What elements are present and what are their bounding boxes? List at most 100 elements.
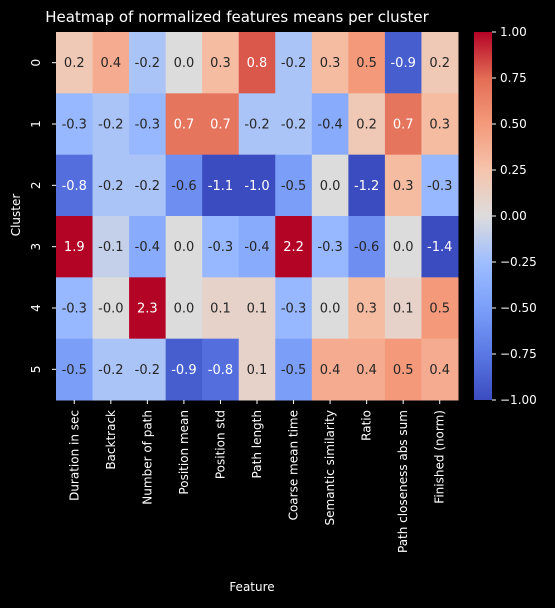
cell-value-label: 0.0 <box>320 302 341 317</box>
cell-value-label: 0.3 <box>356 302 377 317</box>
heatmap-cell <box>202 93 240 156</box>
y-tick-label: 3 <box>29 243 43 251</box>
heatmap-cell <box>165 277 203 340</box>
colorbar-tick-label: −0.75 <box>500 347 537 361</box>
cell-value-label: -0.9 <box>390 56 415 71</box>
cell-value-label: -0.2 <box>98 179 123 194</box>
heatmap-cell <box>92 93 130 156</box>
heatmap-cell <box>92 338 130 401</box>
heatmap-cell <box>129 154 167 217</box>
heatmap-cell <box>202 32 240 94</box>
cell-value-label: 0.4 <box>320 363 341 378</box>
cell-value-label: -0.1 <box>98 240 123 255</box>
cell-value-label: 0.0 <box>174 302 195 317</box>
cell-value-label: 0.2 <box>356 118 377 133</box>
cell-value-label: -0.2 <box>135 56 160 71</box>
colorbar-tick-label: 0.25 <box>500 163 527 177</box>
heatmap-cell <box>275 277 313 340</box>
heatmap-cell <box>311 216 349 278</box>
heatmap-cell <box>92 154 130 217</box>
heatmap-cell <box>238 216 276 278</box>
cell-value-label: -0.3 <box>427 179 452 194</box>
x-tick-label: Coarse mean time <box>287 410 301 520</box>
x-tick-label: Position std <box>213 410 227 479</box>
x-tick-label: Duration in sec <box>67 410 81 501</box>
cell-value-label: 0.2 <box>429 56 450 71</box>
heatmap-cell <box>275 154 313 217</box>
x-tick-label: Path length <box>250 410 264 478</box>
cell-value-label: -0.2 <box>244 118 269 133</box>
cell-value-label: 0.8 <box>247 56 268 71</box>
heatmap-cell <box>238 93 276 156</box>
cell-value-label: 0.3 <box>210 56 231 71</box>
cell-value-label: 0.0 <box>174 56 195 71</box>
heatmap-cell <box>92 277 130 340</box>
cell-value-label: -0.5 <box>62 363 87 378</box>
heatmap-cell <box>202 277 240 340</box>
heatmap-cell <box>421 277 459 340</box>
y-tick-label: 1 <box>29 120 43 128</box>
colorbar-tick-label: 0.00 <box>500 209 527 223</box>
cell-value-label: 0.5 <box>356 56 377 71</box>
heatmap-cell <box>56 216 94 278</box>
cell-value-label: -0.8 <box>208 363 233 378</box>
cell-value-label: 0.4 <box>429 363 450 378</box>
cell-value-label: 0.0 <box>174 240 195 255</box>
heatmap-cell <box>275 93 313 156</box>
y-tick-label: 4 <box>29 304 43 312</box>
x-axis-label: Feature <box>229 580 274 594</box>
cell-value-label: 0.3 <box>320 56 341 71</box>
cell-value-label: -1.4 <box>427 240 452 255</box>
heatmap-cell <box>56 277 94 340</box>
heatmap-cell <box>311 154 349 217</box>
heatmap-cell <box>56 93 94 156</box>
x-axis-ticks: Duration in sec Backtrack Number of path Po… <box>67 400 447 553</box>
cell-value-label: 0.0 <box>393 240 414 255</box>
cell-value-label: 0.5 <box>393 363 414 378</box>
x-tick-label: Path closeness abs sum <box>396 410 410 553</box>
colorbar-tick-label: −0.50 <box>500 301 537 315</box>
x-tick-label: Number of path <box>140 410 154 505</box>
x-tick-label: Semantic similarity <box>323 410 337 525</box>
heatmap-cell <box>384 216 422 278</box>
cell-value-label: -0.2 <box>135 363 160 378</box>
heatmap-cell <box>56 32 94 94</box>
heatmap-cell <box>165 216 203 278</box>
x-tick-label: Backtrack <box>104 410 118 470</box>
heatmap-cell <box>165 154 203 217</box>
heatmap-cell <box>165 338 203 401</box>
y-axis-ticks: 0 1 2 3 4 5 <box>29 59 56 373</box>
cell-value-label: -0.6 <box>354 240 379 255</box>
cell-value-label: 0.3 <box>429 118 450 133</box>
heatmap-cell <box>165 32 203 94</box>
heatmap-cell <box>348 277 386 340</box>
heatmap-cell <box>202 338 240 401</box>
heatmap-cell <box>275 338 313 401</box>
heatmap-cell <box>275 32 313 94</box>
heatmap-cell <box>238 154 276 217</box>
heatmap-cell <box>421 32 459 94</box>
cell-value-label: -0.3 <box>208 240 233 255</box>
cell-value-label: -0.3 <box>62 302 87 317</box>
cell-value-label: 0.2 <box>64 56 85 71</box>
heatmap-cell <box>202 216 240 278</box>
cell-value-label: -0.4 <box>317 118 342 133</box>
heatmap-cell <box>348 93 386 156</box>
colorbar-tick-label: 1.00 <box>500 25 527 39</box>
heatmap-cell <box>129 338 167 401</box>
heatmap-cell <box>421 154 459 217</box>
heatmap-cell <box>92 216 130 278</box>
colorbar-tick-label: −1.00 <box>500 393 537 407</box>
cell-value-label: 0.3 <box>393 179 414 194</box>
y-tick-label: 0 <box>29 59 43 67</box>
heatmap-cell <box>384 154 422 217</box>
y-tick-label: 5 <box>29 366 43 374</box>
y-axis-label: Cluster <box>9 194 23 237</box>
heatmap-cell <box>311 277 349 340</box>
x-tick-label: Position mean <box>177 410 191 495</box>
heatmap-cell <box>311 32 349 94</box>
colorbar-ticks: 1.00 0.75 0.50 0.25 0.00 −0.25 −0.50 −0.75 −1.00 <box>492 25 537 407</box>
heatmap-cell <box>56 154 94 217</box>
cell-value-label: -0.2 <box>98 363 123 378</box>
